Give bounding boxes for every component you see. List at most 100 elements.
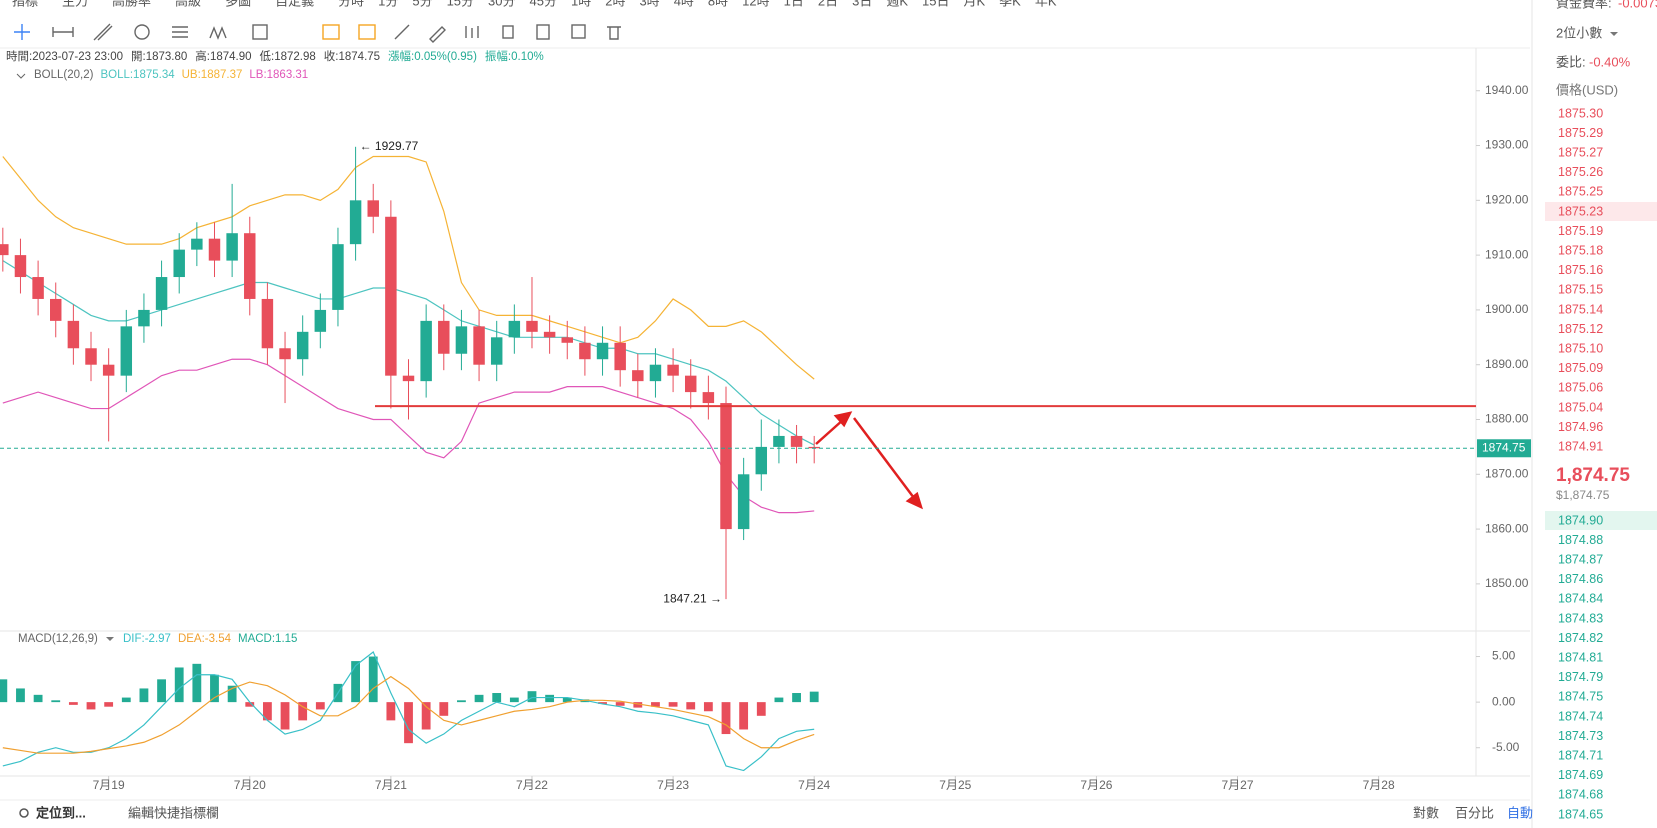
candle-body	[561, 337, 573, 343]
ruler-tool[interactable]	[394, 24, 410, 40]
fib-tool[interactable]	[172, 26, 188, 38]
candle-body	[0, 244, 9, 256]
lock-tool[interactable]	[502, 25, 514, 39]
copy-tool[interactable]	[536, 24, 550, 40]
timeframe-tab[interactable]: 季K	[999, 0, 1021, 8]
timeframe-tab[interactable]: 2時	[605, 0, 625, 8]
timeframe-tab[interactable]: 自定義	[275, 0, 314, 8]
macd-bar	[368, 656, 378, 703]
indicator-tool[interactable]	[465, 26, 479, 38]
highlight-row	[1545, 202, 1657, 221]
timeframe-tab[interactable]: 1時	[571, 0, 591, 8]
info-field: 振幅:0.10%	[485, 49, 544, 63]
candle-body	[102, 364, 115, 376]
y-tick-label: 1920.00	[1485, 192, 1529, 206]
timeframe-tab[interactable]: 週K	[886, 0, 908, 8]
timeframe-tab[interactable]: 5分	[412, 0, 432, 8]
candle-body	[596, 342, 609, 360]
timeframe-tab[interactable]: 1日	[784, 0, 804, 8]
timeframe-tab[interactable]: 分時	[338, 0, 364, 8]
candle-body	[173, 249, 185, 278]
timeframe-tab[interactable]: 3時	[639, 0, 659, 8]
macd-bar	[457, 700, 466, 703]
bid-price: 1874.84	[1558, 592, 1603, 606]
timeframe-tab[interactable]: 8時	[708, 0, 728, 8]
edit-indicators-button[interactable]: 編輯快捷指標欄	[128, 805, 219, 820]
candle-body	[332, 244, 344, 310]
y-tick-label: 0.00	[1492, 694, 1516, 708]
info-field: 收:1874.75	[324, 49, 380, 63]
timeframe-tab[interactable]: 年K	[1035, 0, 1057, 8]
candle-body	[737, 474, 750, 530]
funding-value: -0.0073	[1618, 0, 1657, 10]
locate-button[interactable]: 定位到...	[35, 805, 86, 820]
timeframe-tab[interactable]: 15日	[922, 0, 949, 8]
macd-bar	[174, 667, 184, 703]
candle-body	[67, 320, 80, 349]
macd-bar	[280, 702, 290, 730]
x-tick-label: 7月27	[1222, 778, 1254, 792]
timeframe-tab[interactable]: 4時	[674, 0, 694, 8]
drawing-tools[interactable]	[14, 23, 621, 43]
wave-tool[interactable]	[209, 26, 227, 40]
brush-tool[interactable]	[429, 26, 446, 43]
circle-tool[interactable]	[134, 24, 150, 40]
timeframe-tab[interactable]: 高勝率	[112, 0, 151, 8]
timeframe-tab[interactable]: 15分	[447, 0, 474, 8]
y-tick-label: 1870.00	[1485, 466, 1529, 480]
macd-bar	[351, 661, 361, 703]
log-button[interactable]: 對數	[1413, 805, 1439, 820]
macd-bar	[421, 702, 431, 730]
macd-bar	[809, 691, 819, 703]
candle-body	[349, 200, 362, 245]
collapse-caret	[106, 637, 114, 641]
channel-tool[interactable]	[93, 23, 113, 41]
macd-bar	[16, 688, 25, 703]
ask-price: 1874.91	[1558, 439, 1603, 453]
line-tool[interactable]	[52, 27, 74, 37]
candle-body	[455, 326, 468, 354]
timeframe-tab[interactable]: 12時	[742, 0, 769, 8]
candle-body	[314, 309, 327, 332]
timeframe-tab[interactable]: 多圖	[225, 0, 251, 8]
y-tick-label: 1850.00	[1485, 576, 1529, 590]
macd-bar	[68, 702, 78, 705]
delete-tool[interactable]	[607, 26, 621, 40]
y-tick-label: -5.00	[1492, 740, 1520, 754]
bid-price: 1874.71	[1558, 748, 1603, 762]
timeframe-tab[interactable]: 主力	[62, 0, 88, 8]
timeframe-tab[interactable]: 45分	[530, 0, 557, 8]
measure-tool[interactable]	[252, 24, 268, 40]
timeframe-tab[interactable]: 30分	[488, 0, 515, 8]
ask-price: 1874.96	[1558, 420, 1603, 434]
edit-tool[interactable]	[571, 24, 586, 39]
indicator-label: BOLL:1875.34	[100, 69, 175, 81]
timeframe-tab[interactable]: 3日	[852, 0, 872, 8]
ask-price: 1875.27	[1558, 145, 1603, 159]
info-field: 低:1872.98	[260, 50, 316, 63]
bid-price: 1874.87	[1558, 552, 1603, 566]
crosshair-tool[interactable]	[14, 24, 30, 40]
x-tick-label: 7月21	[375, 778, 407, 792]
candle-body	[120, 326, 133, 376]
timeframe-tab[interactable]: 1分	[378, 0, 398, 8]
timeframe-tab[interactable]: 指標	[12, 0, 38, 8]
ask-price: 1875.25	[1558, 185, 1603, 199]
y-tick-label: 1940.00	[1485, 83, 1529, 97]
ask-price: 1875.04	[1558, 400, 1603, 414]
macd-bar	[739, 702, 749, 730]
macd-bar	[562, 697, 572, 703]
decimals-select[interactable]: 2位小數	[1556, 25, 1602, 40]
pattern-tool[interactable]	[322, 24, 340, 40]
candle-body	[702, 392, 715, 404]
macd-bar	[703, 702, 713, 712]
timeframe-tab[interactable]: 高級	[175, 0, 201, 8]
indicator-label: BOLL(20,2)	[34, 69, 94, 81]
timeframe-tab[interactable]: 月K	[963, 0, 985, 8]
timeframe-tab[interactable]: 2日	[818, 0, 838, 8]
y-tick-label: 1890.00	[1485, 357, 1529, 371]
auto-button[interactable]: 自動	[1507, 805, 1533, 820]
y-tick-label: 1880.00	[1485, 412, 1529, 426]
percent-button[interactable]: 百分比	[1455, 805, 1494, 820]
pattern-tool-2[interactable]	[358, 24, 376, 40]
